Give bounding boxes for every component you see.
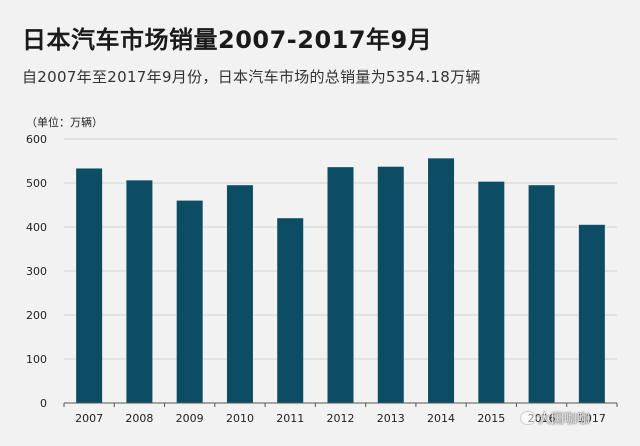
y-tick-label: 0 — [40, 397, 47, 410]
bars — [76, 158, 605, 403]
x-tick-label: 2014 — [427, 412, 455, 425]
bar-2017 — [578, 224, 605, 403]
chart-title: 日本汽车市场销量2007-2017年9月 — [22, 26, 433, 54]
y-tick-label: 100 — [26, 353, 47, 366]
y-axis-ticks: 0 100 200 300 400 500 600 — [26, 133, 47, 410]
bar-2012 — [327, 167, 354, 403]
bar-2016 — [528, 185, 555, 403]
x-tick-label: 2009 — [176, 412, 204, 425]
y-tick-label: 600 — [26, 133, 47, 146]
bar-2013 — [377, 166, 404, 403]
watermark: 大国咖咖 — [520, 408, 590, 427]
x-tick-label: 2012 — [327, 412, 355, 425]
wechat-icon — [520, 411, 536, 425]
x-tick-label: 2010 — [226, 412, 254, 425]
y-tick-label: 500 — [26, 177, 47, 190]
bar-2010 — [226, 185, 253, 403]
bar-2014 — [428, 158, 455, 403]
bar-2007 — [76, 168, 103, 403]
bar-2015 — [478, 181, 505, 403]
x-tick-label: 2017 — [578, 412, 606, 425]
unit-label: （单位：万辆） — [26, 116, 103, 129]
x-tick-label: 2011 — [276, 412, 304, 425]
x-tick-label: 2008 — [125, 412, 153, 425]
y-tick-label: 400 — [26, 221, 47, 234]
x-tick-label: 2007 — [75, 412, 103, 425]
x-tick-label: 2015 — [477, 412, 505, 425]
x-tick-label: 2013 — [377, 412, 405, 425]
bar-2009 — [176, 200, 203, 403]
watermark-text: 大国咖咖 — [538, 412, 591, 427]
x-axis — [63, 402, 618, 407]
chart-subtitle: 自2007年至2017年9月份，日本汽车市场的总销量为5354.18万辆 — [22, 68, 481, 86]
bar-2008 — [126, 180, 153, 403]
bar-2011 — [277, 218, 304, 403]
y-tick-label: 200 — [26, 309, 47, 322]
y-tick-label: 300 — [26, 265, 47, 278]
